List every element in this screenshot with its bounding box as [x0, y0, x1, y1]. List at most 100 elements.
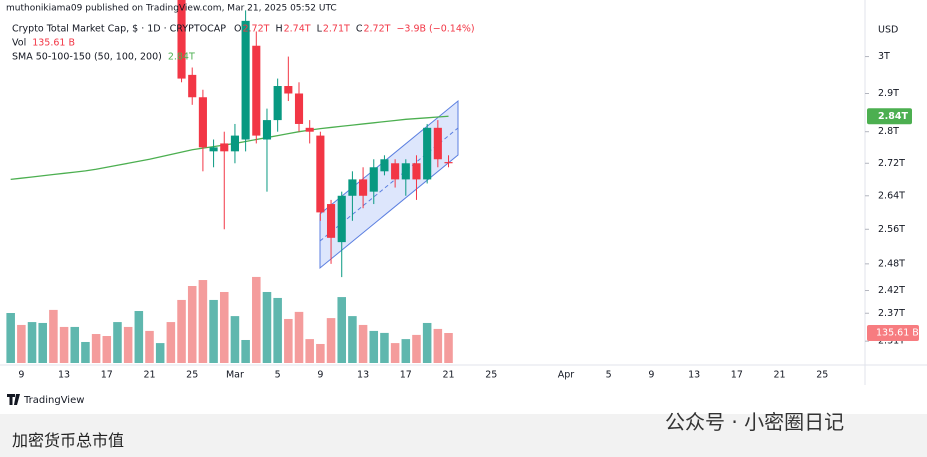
candle-body	[337, 195, 346, 243]
y-tick-label: 2.8T	[878, 126, 899, 137]
x-tick-label: 25	[186, 370, 198, 381]
x-tick-label: 5	[606, 370, 612, 381]
candle-body	[380, 159, 389, 172]
volume-bar	[433, 328, 443, 363]
x-tick-label: 13	[688, 370, 700, 381]
legend-key: L	[317, 24, 323, 35]
x-tick-label: 9	[648, 370, 654, 381]
volume-bar	[412, 334, 421, 363]
x-tick-label: 21	[774, 370, 786, 381]
candle-body	[444, 162, 453, 164]
x-tick-label: 9	[18, 370, 24, 381]
x-tick-label: 17	[400, 370, 412, 381]
candle-body	[326, 204, 336, 238]
volume-bar	[422, 322, 432, 363]
y-tick-label: 2.56T	[878, 224, 905, 235]
candle-layer	[177, 0, 453, 278]
candle-body	[316, 135, 325, 213]
volume-bar	[49, 309, 58, 363]
volume-bar	[91, 334, 101, 363]
candle-body	[177, 0, 186, 79]
volume-badge	[867, 325, 919, 341]
background	[0, 0, 927, 414]
candle-body	[294, 93, 304, 124]
volume-bar	[177, 299, 186, 363]
volume-bar	[6, 313, 15, 363]
x-tick-label: Mar	[226, 370, 244, 381]
volume-bar	[401, 339, 411, 363]
volume-bar	[145, 330, 154, 363]
y-tick-label: 2.48T	[878, 258, 905, 269]
watermark: 公众号 · 小密圈日记	[665, 410, 845, 434]
x-tick-label: 25	[485, 370, 497, 381]
volume-bar	[134, 311, 144, 363]
volume-bar	[230, 316, 240, 363]
volume-bar	[81, 341, 90, 363]
volume-bar	[155, 343, 165, 363]
volume-legend-name: Vol	[12, 38, 26, 49]
legend-title: Crypto Total Market Cap, $ · 1D · CRYPTO…	[12, 24, 226, 35]
candle-body	[198, 97, 207, 148]
plot-area	[6, 0, 459, 363]
volume-bar	[113, 322, 122, 363]
x-tick-label: 17	[101, 370, 113, 381]
volume-legend-value: 135.61 B	[32, 38, 75, 49]
x-tick-label: 9	[317, 370, 323, 381]
legend-change: −3.9B (−0.14%)	[396, 24, 474, 35]
volume-bar	[326, 318, 336, 363]
candle-body	[423, 127, 432, 180]
volume-bar	[27, 322, 37, 363]
volume-bar	[38, 322, 47, 363]
candle-body	[252, 45, 261, 136]
y-tick-label: 3T	[878, 51, 890, 62]
candle-body	[241, 20, 250, 140]
volume-bar	[316, 343, 325, 363]
legend-key: O	[234, 24, 241, 35]
candle-body	[401, 163, 410, 180]
volume-bar	[444, 332, 453, 363]
candle-body	[273, 86, 282, 121]
volume-bar	[262, 291, 272, 363]
volume-pane	[6, 276, 453, 363]
sma-layer	[10, 115, 449, 181]
volume-bar	[284, 318, 293, 363]
legend-value: 2.72T	[242, 24, 269, 35]
axes: 3T 2.9T 2.8T 2.72T 2.64T 2.56T 2.48T 2.42T 2.37T…	[18, 51, 919, 381]
x-tick-label: Apr	[558, 370, 575, 381]
brand: TradingView	[7, 394, 84, 406]
volume-bar	[17, 324, 26, 363]
y-tick-label: 2.31T	[878, 336, 905, 347]
legend: Crypto Total Market Cap, $ · 1D · CRYPTO…	[12, 24, 475, 63]
candle-body	[391, 163, 400, 180]
candle-body	[348, 179, 357, 196]
y-tick-label: 2.42T	[878, 285, 905, 296]
sma-legend-value: 2.84T	[168, 52, 195, 63]
y-tick-label: 2.9T	[878, 88, 899, 99]
publisher: muthonikiama09 published on TradingView.…	[6, 4, 337, 14]
candle-body	[369, 167, 378, 192]
sma-line	[10, 115, 449, 181]
brand-logo	[7, 394, 20, 405]
legend-value: 2.72T	[363, 24, 390, 35]
volume-bar	[102, 336, 112, 363]
volume-badge-label: 135.61 B	[876, 328, 919, 339]
volume-bar	[390, 343, 400, 363]
y-tick-label: 2.37T	[878, 308, 905, 319]
volume-bar	[348, 316, 357, 363]
volume-bar	[187, 286, 197, 363]
candle-body	[209, 147, 218, 152]
candle-body	[230, 135, 239, 152]
y-tick-label: 2.64T	[878, 190, 905, 201]
volume-bar	[123, 326, 133, 363]
volume-bar	[59, 326, 69, 363]
x-tick-label: 21	[143, 370, 155, 381]
candle-body	[262, 120, 272, 140]
volume-bar	[380, 332, 389, 363]
legend-key: C	[356, 24, 363, 35]
x-tick-label: 5	[275, 370, 281, 381]
sma-legend-name: SMA 50-100-150 (50, 100, 200)	[12, 52, 162, 63]
x-tick-label: 17	[731, 370, 743, 381]
sma-badge-label: 2.84T	[878, 111, 908, 122]
legend-key: H	[275, 24, 282, 35]
